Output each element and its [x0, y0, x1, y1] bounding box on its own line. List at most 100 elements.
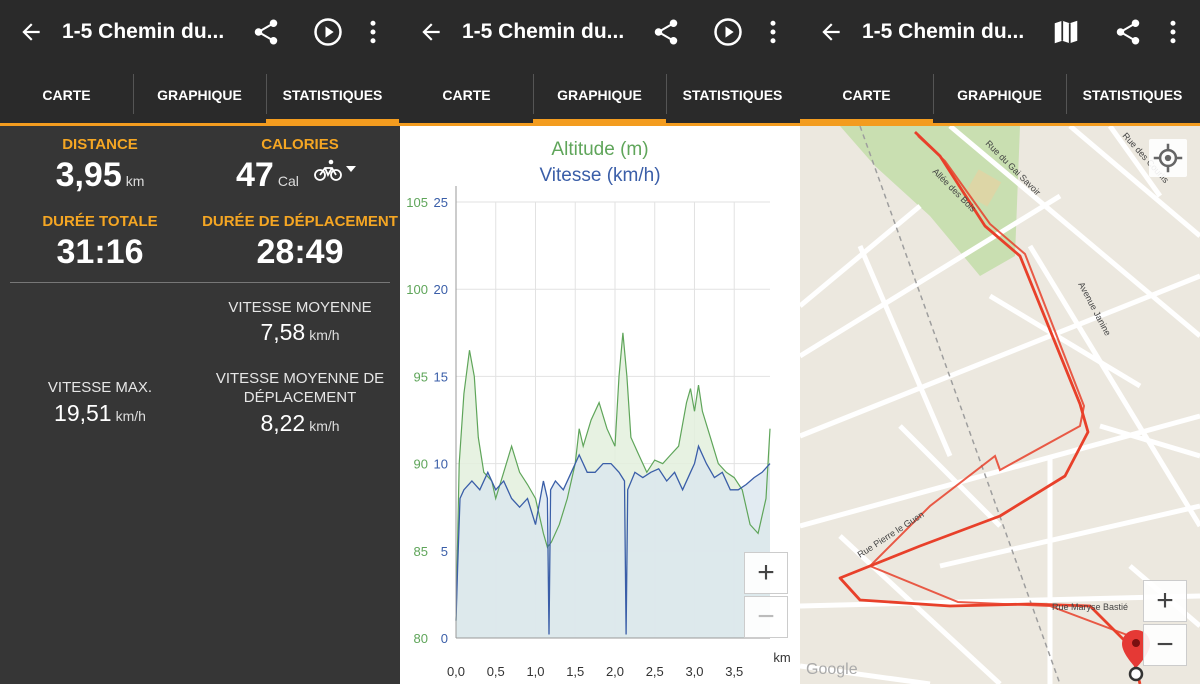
- more-vert-icon[interactable]: [1158, 17, 1188, 47]
- distance-unit: km: [125, 173, 145, 189]
- avg-speed-number: 7,58: [260, 319, 306, 345]
- chart-axes: 105 25 100 20 95 15 90 10 85 5 80 0 0,0 0,5 1,0 1,5 2,0 2…: [406, 186, 791, 679]
- tab-graphique[interactable]: GRAPHIQUE: [533, 64, 666, 123]
- tab-graphique[interactable]: GRAPHIQUE: [957, 87, 1042, 103]
- distance-label: DISTANCE: [62, 136, 138, 153]
- tab-carte[interactable]: CARTE: [442, 87, 491, 103]
- map-icon[interactable]: [1051, 17, 1081, 47]
- x-tick-label: 2,0: [606, 664, 624, 679]
- map-zoom-out-button[interactable]: −: [1143, 624, 1187, 666]
- app-bar: 1-5 Chemin du...: [0, 0, 400, 64]
- speed-series-line: [455, 444, 771, 635]
- avg-moving-speed-label-line1: VITESSE MOYENNE DE: [215, 370, 385, 387]
- max-speed-value: 19,51 km/h: [0, 400, 200, 427]
- x-tick-label: 0,5: [487, 664, 505, 679]
- divider: [10, 282, 390, 283]
- y-tick-label-speed: 15: [434, 369, 448, 384]
- y-tick-label-altitude: 95: [414, 369, 428, 384]
- arrow-back-icon[interactable]: [18, 19, 44, 45]
- x-axis-label: km: [773, 650, 790, 665]
- share-icon[interactable]: [1113, 17, 1143, 47]
- route-map[interactable]: Rue du Gai Savoir Rue des Courlis Allée …: [800, 126, 1200, 684]
- bicycle-icon[interactable]: [314, 158, 342, 182]
- calories-label: CALORIES: [261, 136, 339, 153]
- y-tick-label-speed: 5: [441, 544, 448, 559]
- chart-screen: 1-5 Chemin du... CARTE GRAPHIQUE STATIST…: [400, 0, 800, 684]
- chart-zoom-in-button[interactable]: +: [744, 552, 788, 594]
- statistics-screen: 1-5 Chemin du... CARTE GRAPHIQUE STATIST…: [0, 0, 400, 684]
- chart-zoom-out-button[interactable]: −: [744, 596, 788, 638]
- route-track-return: [868, 135, 1131, 637]
- tab-statistiques[interactable]: STATISTIQUES: [1082, 87, 1183, 103]
- y-tick-label-altitude: 80: [414, 631, 428, 646]
- tab-carte[interactable]: CARTE: [800, 64, 933, 123]
- chart-title-altitude: Altitude (m): [551, 139, 648, 160]
- tab-graphique[interactable]: GRAPHIQUE: [157, 87, 242, 103]
- my-location-button[interactable]: [1149, 139, 1187, 177]
- my-location-icon: [1153, 143, 1183, 173]
- avg-moving-speed-label-line2: DÉPLACEMENT: [243, 389, 357, 406]
- x-tick-label: 0,0: [447, 664, 465, 679]
- arrow-back-icon[interactable]: [418, 19, 444, 45]
- page-title: 1-5 Chemin du...: [462, 20, 625, 43]
- park-area: [840, 126, 1020, 276]
- building: [964, 169, 1002, 207]
- tab-bar: CARTE GRAPHIQUE STATISTIQUES: [800, 64, 1200, 126]
- y-tick-label-speed: 10: [434, 457, 448, 472]
- play-circle-icon[interactable]: [713, 17, 743, 47]
- distance-value: 3,95 km: [0, 156, 200, 195]
- tab-carte[interactable]: CARTE: [42, 87, 91, 103]
- total-duration-value: 31:16: [56, 233, 144, 271]
- speed-area: [456, 446, 770, 638]
- y-tick-label-speed: 0: [441, 631, 448, 646]
- calories-number: 47: [236, 156, 274, 194]
- map-screen: Rue du Gai Savoir Rue des Courlis Allée …: [800, 0, 1200, 684]
- total-duration-label: DURÉE TOTALE: [42, 213, 158, 230]
- y-tick-label-altitude: 100: [406, 282, 428, 297]
- more-vert-icon[interactable]: [758, 17, 788, 47]
- map-zoom-in-button[interactable]: +: [1143, 580, 1187, 622]
- y-tick-label-speed: 25: [434, 195, 448, 210]
- max-speed-label: VITESSE MAX.: [47, 379, 153, 396]
- moving-duration-value: 28:49: [256, 233, 344, 271]
- tab-statistiques[interactable]: STATISTIQUES: [682, 87, 783, 103]
- app-bar: 1-5 Chemin du...: [800, 0, 1200, 64]
- play-circle-icon[interactable]: [313, 17, 343, 47]
- start-point-icon: [1128, 666, 1144, 682]
- tab-divider: [266, 74, 267, 114]
- tab-bar: CARTE GRAPHIQUE STATISTIQUES: [0, 64, 400, 126]
- chevron-down-icon[interactable]: [346, 166, 356, 174]
- share-icon[interactable]: [251, 17, 281, 47]
- share-icon[interactable]: [651, 17, 681, 47]
- arrow-back-icon[interactable]: [818, 19, 844, 45]
- tab-divider: [133, 74, 134, 114]
- x-tick-label: 2,5: [646, 664, 664, 679]
- avg-moving-speed-unit: km/h: [309, 418, 340, 434]
- route-track: [838, 130, 1142, 684]
- chart-plot-area: [455, 332, 771, 638]
- max-speed-unit: km/h: [115, 408, 146, 424]
- x-tick-label: 1,5: [566, 664, 584, 679]
- avg-moving-speed-value: 8,22 km/h: [200, 410, 400, 437]
- tab-divider: [1066, 74, 1067, 114]
- x-tick-label: 3,0: [685, 664, 703, 679]
- tab-bar: CARTE GRAPHIQUE STATISTIQUES: [400, 64, 800, 126]
- tab-statistiques[interactable]: STATISTIQUES: [266, 64, 399, 123]
- avg-speed-label: VITESSE MOYENNE: [228, 299, 372, 316]
- moving-duration-label: DURÉE DE DÉPLACEMENT: [202, 213, 398, 230]
- chart-title-speed: Vitesse (km/h): [539, 165, 660, 186]
- more-vert-icon[interactable]: [358, 17, 388, 47]
- avg-speed-unit: km/h: [309, 327, 340, 343]
- altitude-series-line: [455, 332, 771, 621]
- tab-divider: [666, 74, 667, 114]
- calories-unit: Cal: [277, 173, 299, 189]
- calories-value: 47 Cal: [236, 156, 299, 195]
- distance-number: 3,95: [55, 156, 122, 194]
- google-logo: Google: [806, 661, 858, 678]
- avg-moving-speed-label: VITESSE MOYENNE DE DÉPLACEMENT: [200, 369, 400, 407]
- street-label: Rue Maryse Bastié: [1052, 602, 1128, 612]
- y-tick-label-altitude: 85: [414, 544, 428, 559]
- avg-moving-speed-number: 8,22: [260, 410, 306, 436]
- app-bar: 1-5 Chemin du...: [400, 0, 800, 64]
